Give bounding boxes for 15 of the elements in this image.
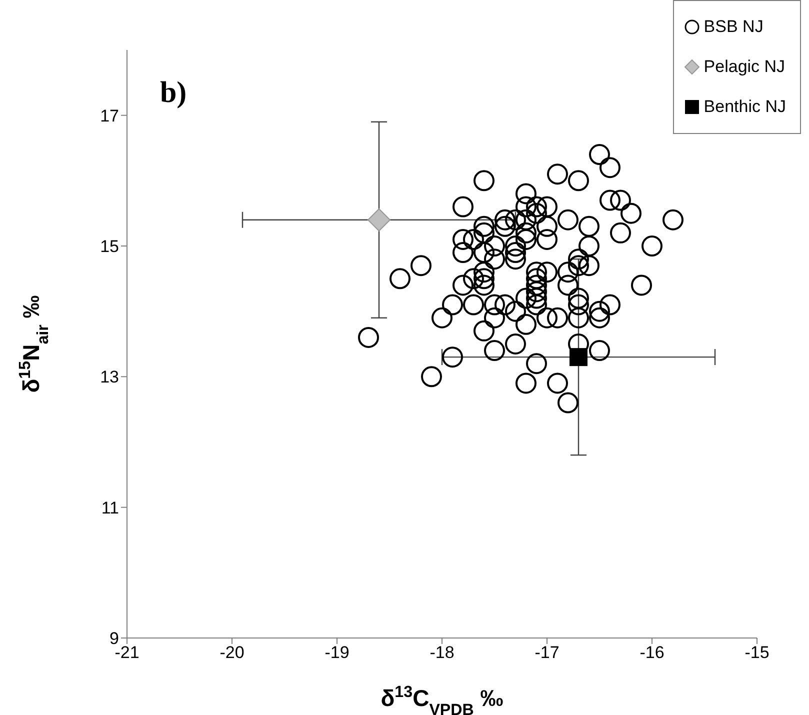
y-tick-label: 15 [100,237,119,256]
x-tick-label: -18 [430,643,454,662]
x-tick-label: -20 [220,643,244,662]
x-tick-label: -16 [640,643,664,662]
x-axis-title: δ$^{13}$C$_{VPDB}$ ‰ [380,683,504,715]
x-tick-label: -19 [324,643,350,662]
y-tick-label: 13 [100,368,119,387]
y-tick-label: 17 [100,106,119,126]
annotation: b) [160,76,187,110]
legend-label: Benthic NJ [704,97,786,117]
y-tick-label: 11 [101,498,119,518]
x-tick-label: -15 [744,643,770,662]
x-tick-label: -17 [534,643,560,662]
legend-label: BSB NJ [704,17,764,37]
legend-label: Pelagic NJ [704,57,786,77]
